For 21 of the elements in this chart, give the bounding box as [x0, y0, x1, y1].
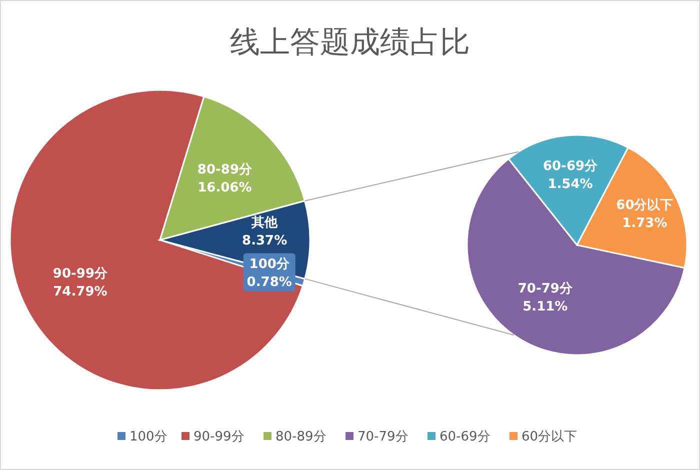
chart-title: 线上答题成绩占比 [230, 25, 470, 60]
legend-label: 90-99分 [194, 430, 244, 444]
slice-label: 70-79分 [518, 281, 574, 296]
slice-label: 90-99分 [52, 266, 109, 282]
data-label: 74.79% [53, 284, 108, 300]
data-label: 1.54% [548, 176, 593, 192]
legend-label: 60分以下 [522, 430, 578, 444]
slice-label: 100分 [249, 257, 290, 272]
legend-label: 70-79分 [358, 430, 408, 444]
legend-label: 60-69分 [440, 430, 490, 444]
data-label: 0.78% [246, 275, 292, 290]
legend-label: 100分 [130, 430, 168, 444]
slice-label: 80-89分 [197, 162, 253, 178]
data-label: 8.37% [242, 234, 288, 249]
data-label: 16.06% [198, 180, 252, 196]
data-label: 5.11% [522, 299, 568, 314]
slice-label: 60-69分 [542, 158, 599, 174]
legend-label: 80-89分 [276, 430, 326, 444]
slice-label: 60分以下 [616, 198, 674, 214]
data-label: 1.73% [622, 216, 668, 232]
slice-label: 其他 [250, 216, 279, 231]
